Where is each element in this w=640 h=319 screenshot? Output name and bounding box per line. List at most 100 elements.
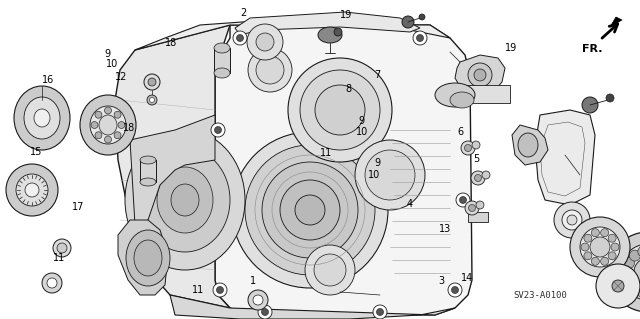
Ellipse shape [140, 148, 230, 252]
Bar [450, 85, 510, 103]
Ellipse shape [435, 83, 475, 107]
Ellipse shape [417, 34, 424, 41]
Ellipse shape [140, 178, 156, 186]
Ellipse shape [474, 69, 486, 81]
Ellipse shape [147, 95, 157, 105]
Text: FR.: FR. [582, 44, 602, 54]
Ellipse shape [245, 145, 375, 275]
Ellipse shape [456, 86, 463, 93]
Ellipse shape [256, 33, 274, 51]
Ellipse shape [214, 68, 230, 78]
Ellipse shape [465, 145, 472, 152]
Ellipse shape [482, 171, 490, 179]
Text: 14: 14 [461, 272, 474, 283]
Ellipse shape [629, 250, 640, 261]
Ellipse shape [213, 283, 227, 297]
Ellipse shape [471, 171, 485, 185]
Ellipse shape [125, 130, 245, 270]
Text: 4: 4 [406, 199, 413, 209]
Ellipse shape [608, 252, 616, 260]
Ellipse shape [288, 58, 392, 162]
Ellipse shape [134, 240, 162, 276]
Ellipse shape [623, 276, 635, 286]
Ellipse shape [468, 204, 476, 211]
Ellipse shape [582, 97, 598, 113]
Text: 15: 15 [30, 147, 43, 158]
Ellipse shape [402, 16, 414, 28]
Ellipse shape [623, 257, 635, 268]
Ellipse shape [570, 217, 630, 277]
Bar [468, 212, 488, 222]
Polygon shape [235, 12, 420, 35]
Ellipse shape [104, 107, 111, 114]
Bar [140, 160, 156, 182]
Ellipse shape [591, 229, 600, 237]
Ellipse shape [90, 106, 126, 144]
Ellipse shape [581, 243, 589, 251]
Ellipse shape [95, 111, 102, 118]
Ellipse shape [638, 287, 640, 298]
Ellipse shape [376, 308, 383, 315]
Ellipse shape [248, 48, 292, 92]
Text: 10: 10 [106, 59, 118, 69]
Bar [214, 48, 230, 73]
Ellipse shape [53, 239, 71, 257]
Ellipse shape [42, 273, 62, 293]
Ellipse shape [460, 197, 467, 204]
Ellipse shape [253, 295, 263, 305]
Ellipse shape [118, 122, 125, 129]
Ellipse shape [608, 232, 640, 312]
Ellipse shape [114, 111, 121, 118]
Ellipse shape [104, 136, 111, 143]
Ellipse shape [80, 95, 136, 155]
Text: 11: 11 [52, 253, 65, 263]
Ellipse shape [638, 246, 640, 257]
Text: 1: 1 [250, 276, 256, 286]
Ellipse shape [114, 132, 121, 139]
Polygon shape [215, 25, 472, 315]
Polygon shape [115, 25, 230, 308]
Text: 9: 9 [358, 116, 365, 126]
Ellipse shape [258, 305, 272, 319]
Ellipse shape [334, 28, 342, 36]
Ellipse shape [95, 132, 102, 139]
Ellipse shape [211, 123, 225, 137]
Ellipse shape [413, 31, 427, 45]
Text: 10: 10 [368, 170, 381, 180]
Polygon shape [135, 20, 450, 50]
Ellipse shape [171, 184, 199, 216]
Ellipse shape [148, 78, 156, 86]
Ellipse shape [620, 244, 640, 300]
Ellipse shape [474, 174, 481, 182]
Text: 6: 6 [458, 127, 464, 137]
Ellipse shape [34, 109, 50, 127]
Ellipse shape [300, 70, 380, 150]
Ellipse shape [465, 201, 479, 215]
Ellipse shape [91, 122, 98, 129]
Ellipse shape [157, 167, 213, 233]
Ellipse shape [562, 210, 582, 230]
Ellipse shape [256, 56, 284, 84]
Ellipse shape [373, 305, 387, 319]
Polygon shape [130, 115, 215, 225]
Text: 16: 16 [42, 75, 54, 85]
Ellipse shape [612, 280, 624, 292]
Ellipse shape [99, 115, 117, 135]
Ellipse shape [6, 164, 58, 216]
Ellipse shape [461, 141, 475, 155]
Text: 9: 9 [104, 48, 111, 59]
Polygon shape [535, 110, 595, 205]
Ellipse shape [140, 156, 156, 164]
Ellipse shape [144, 74, 160, 90]
Text: 12: 12 [115, 71, 128, 82]
Text: SV23-A0100: SV23-A0100 [513, 291, 567, 300]
Polygon shape [512, 125, 548, 165]
Ellipse shape [567, 215, 577, 225]
Ellipse shape [476, 201, 484, 209]
Ellipse shape [580, 227, 620, 267]
Text: 8: 8 [346, 84, 352, 94]
Text: 17: 17 [72, 202, 84, 212]
Ellipse shape [456, 193, 470, 207]
Ellipse shape [57, 243, 67, 253]
Text: 19: 19 [339, 10, 352, 20]
